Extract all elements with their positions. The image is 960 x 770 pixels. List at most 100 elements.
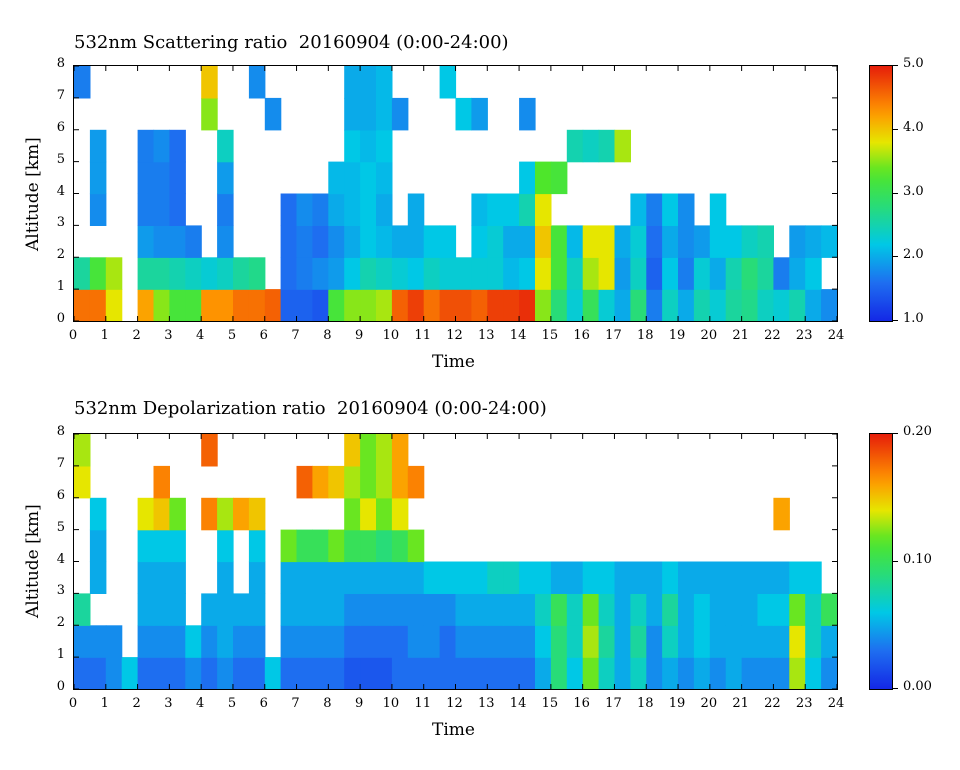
heatmap-cell [519,289,536,321]
heatmap-cell [328,289,345,321]
heatmap-cell [280,257,298,290]
colorbar-tick-label: 0.20 [903,424,932,439]
x-tick-label: 0 [68,328,78,343]
heatmap-cell [741,225,759,258]
heatmap-cell [566,129,584,163]
heatmap-cell [233,497,250,531]
heatmap-cell [709,561,727,594]
heatmap-cell [296,625,313,658]
heatmap-cell [407,225,425,258]
heatmap-cell [487,193,504,226]
heatmap-cell [805,225,822,258]
heatmap-cell [535,657,552,689]
heatmap-cell [153,129,170,163]
heatmap-cell [630,289,647,321]
colorbar-tick-mark [893,560,898,562]
heatmap-cell [630,625,647,658]
heatmap-cell [344,434,361,467]
heatmap-cell [614,561,631,594]
x-tick-label: 24 [827,328,845,343]
heatmap-cell [439,225,457,258]
colorbar-tick-label: 2.0 [903,247,924,263]
heatmap-cell [233,593,250,626]
heatmap-cell [169,129,186,163]
heatmap-cell [535,593,552,626]
heatmap-cell [582,657,600,689]
heatmap-cell [169,561,186,594]
heatmap-cell [153,529,170,563]
y-tick-label: 1 [56,279,65,295]
heatmap-cell [344,657,361,689]
heatmap-cell [233,625,250,658]
heatmap-cell [550,257,568,290]
heatmap-cell [725,289,743,321]
heatmap-cell [693,289,711,321]
heatmap-cell [805,657,822,689]
chart-2-plot-area [73,433,838,690]
heatmap-cell [614,289,631,321]
heatmap-cell [264,97,282,131]
heatmap-cell [407,465,425,499]
heatmap-cell [455,289,472,321]
heatmap-cell [805,561,822,594]
heatmap-cell [566,289,584,321]
heatmap-cell [201,434,218,467]
x-tick-label: 19 [668,696,686,711]
heatmap-cell [630,225,647,258]
heatmap-cell [582,625,600,658]
heatmap-cell [757,657,774,689]
heatmap-cell [662,561,679,594]
x-tick-label: 20 [700,328,718,343]
heatmap-cell [312,289,329,321]
heatmap-cell [725,225,743,258]
heatmap-cell [328,161,345,195]
heatmap-cell [693,593,711,626]
heatmap-cell [248,497,266,531]
heatmap-cell [757,225,774,258]
heatmap-cell [423,225,441,258]
chart-1-colorbar [869,65,893,322]
heatmap-cell [376,289,393,321]
heatmap-cell [407,289,425,321]
heatmap-cell [471,193,488,226]
heatmap-cell [280,625,298,658]
heatmap-cell [423,289,441,321]
heatmap-cell [201,257,218,290]
heatmap-cell [169,193,186,226]
heatmap-cell [662,593,679,626]
heatmap-cell [391,434,409,467]
heatmap-cell [678,193,695,226]
heatmap-cell [185,625,202,658]
heatmap-cell [391,561,409,594]
heatmap-cell [121,657,139,689]
heatmap-cell [153,497,170,531]
x-tick-label: 8 [323,328,332,343]
heatmap-cell [535,257,552,290]
heatmap-cell [280,561,298,594]
heatmap-cell [646,193,663,226]
heatmap-cell [519,625,536,658]
heatmap-cell [169,497,186,531]
heatmap-cell [741,593,759,626]
heatmap-cell [137,129,155,163]
heatmap-cell [248,561,266,594]
heatmap-cell [789,625,806,658]
x-tick-label: 21 [732,696,749,711]
heatmap-cell [169,657,186,689]
heatmap-cell [630,257,647,290]
heatmap-cell [678,625,695,658]
heatmap-cell [471,657,488,689]
chart-2-x-axis-label: Time [432,720,475,740]
heatmap-cell [360,497,377,531]
heatmap-cell [535,193,552,226]
heatmap-cell [789,593,806,626]
chart-1-title: 532nm Scattering ratio 20160904 (0:00-24… [74,32,509,53]
heatmap-cell [153,161,170,195]
heatmap-cell [535,161,552,195]
heatmap-cell [328,225,345,258]
heatmap-cell [201,625,218,658]
heatmap-cell [312,593,329,626]
heatmap-cell [582,129,600,163]
heatmap-cell [598,129,616,163]
heatmap-cell [455,257,472,290]
